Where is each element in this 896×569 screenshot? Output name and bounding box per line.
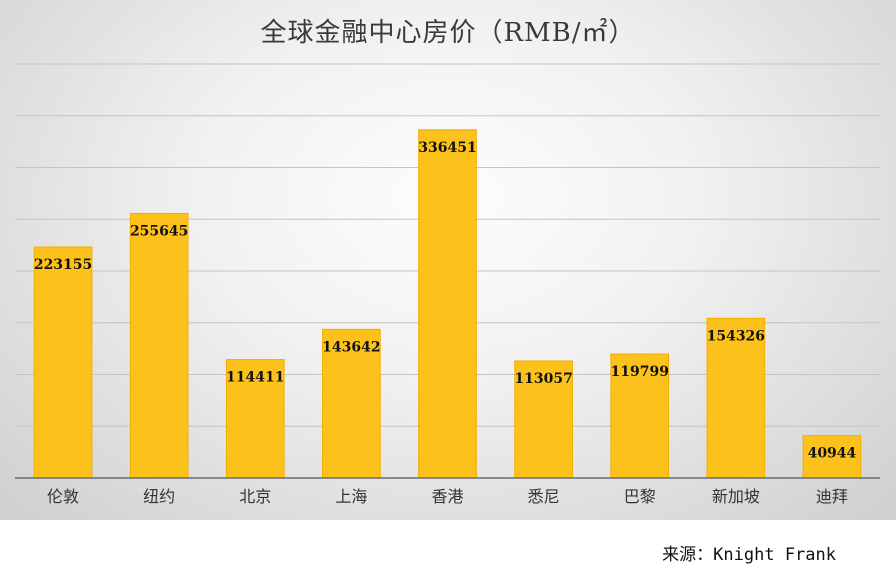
data-label: 255645 [130,223,188,239]
category-label: 迪拜 [816,487,848,506]
bar [33,246,93,479]
bar [706,317,766,479]
bar [418,129,477,479]
data-label: 40944 [808,446,857,462]
category-label: 伦敦 [47,487,79,506]
category-label: 北京 [239,487,271,506]
source-note: 来源：Knight Frank [662,545,836,565]
category-label: 新加坡 [712,487,760,506]
category-label: 巴黎 [624,487,656,506]
data-label: 336451 [418,140,476,156]
data-label: 113057 [514,371,572,387]
category-label: 上海 [335,487,367,506]
data-label: 154326 [707,328,765,344]
bar [129,212,189,479]
bar [802,435,862,479]
data-label: 114411 [226,370,284,386]
category-label: 悉尼 [528,487,560,506]
chart-title: 全球金融中心房价（RMB/㎡） [260,18,636,48]
bar-chart: 223155 伦敦 255645 纽约 114411 北京 143642 上海 336451 香港… [15,63,880,506]
data-label: 223155 [34,257,92,273]
data-label: 119799 [610,364,668,380]
category-label: 香港 [431,487,463,506]
data-label: 143642 [322,339,380,355]
bar [610,353,670,479]
bar [225,359,285,479]
bar [514,360,573,479]
category-label: 纽约 [143,487,175,506]
bar [322,328,381,479]
